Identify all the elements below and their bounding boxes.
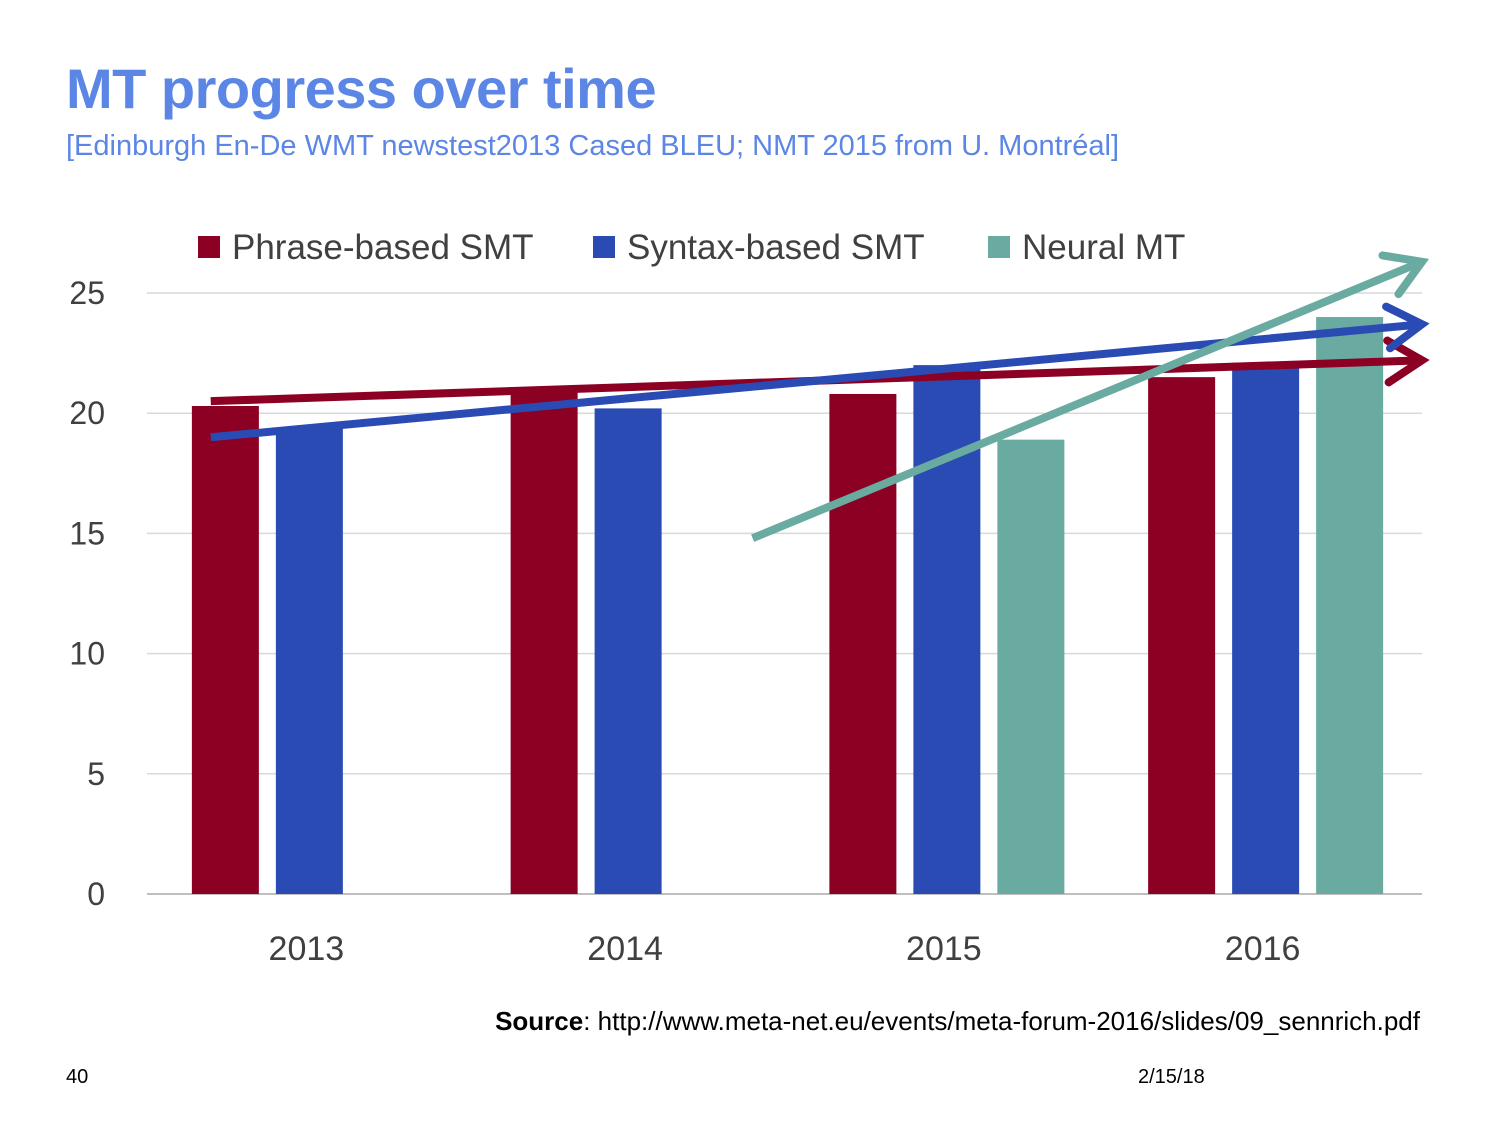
bar-neural-mt-2015 xyxy=(997,439,1065,894)
page-number: 40 xyxy=(66,1066,89,1088)
y-tick-label: 20 xyxy=(69,395,105,431)
slide-title: MT progress over time xyxy=(66,57,657,120)
axis-layer: 0 5 10 15 20 25 2013 2014 2015 2016 xyxy=(69,275,1300,968)
y-tick-label: 5 xyxy=(87,756,105,792)
trend-arrows xyxy=(210,251,1430,542)
legend-swatch xyxy=(988,236,1010,258)
source-line: Source: http://www.meta-net.eu/events/me… xyxy=(495,1006,1420,1037)
bars-layer xyxy=(191,317,1384,894)
bar-neural-mt-2016 xyxy=(1316,317,1384,894)
legend-label: Phrase-based SMT xyxy=(232,228,534,267)
y-tick-label: 0 xyxy=(87,876,105,912)
bar-phrase-based-smt-2013 xyxy=(191,405,259,894)
bar-syntax-based-smt-2014 xyxy=(594,408,662,894)
legend-swatch xyxy=(593,236,615,258)
legend-label: Syntax-based SMT xyxy=(627,228,925,267)
bar-syntax-based-smt-2013 xyxy=(275,427,343,894)
slide-date: 2/15/18 xyxy=(1138,1066,1205,1088)
bar-syntax-based-smt-2015 xyxy=(913,365,981,894)
bar-phrase-based-smt-2015 xyxy=(829,393,897,894)
legend-label: Neural MT xyxy=(1022,228,1185,267)
x-tick-label: 2014 xyxy=(587,930,663,968)
x-tick-label: 2013 xyxy=(269,930,345,968)
trend-arrowhead-neural-mt xyxy=(1378,251,1430,299)
trend-arrowhead-phrase-based-smt xyxy=(1383,336,1430,387)
y-tick-label: 15 xyxy=(69,515,105,551)
legend-swatch xyxy=(198,236,220,258)
y-tick-label: 25 xyxy=(69,275,105,311)
bar-phrase-based-smt-2014 xyxy=(510,391,578,894)
x-tick-label: 2015 xyxy=(906,930,982,968)
x-tick-label: 2016 xyxy=(1225,930,1301,968)
trend-arrow-neural-mt xyxy=(751,259,1420,542)
y-tick-label: 10 xyxy=(69,636,105,672)
chart-legend: Phrase-based SMT Syntax-based SMT Neural M… xyxy=(198,228,1185,267)
bar-syntax-based-smt-2016 xyxy=(1232,362,1300,894)
source-url: : http://www.meta-net.eu/events/meta-for… xyxy=(583,1006,1420,1036)
trend-arrowhead-syntax-based-smt xyxy=(1382,302,1430,353)
slide-subtitle: [Edinburgh En-De WMT newstest2013 Cased … xyxy=(66,130,1120,162)
bar-phrase-based-smt-2016 xyxy=(1148,377,1216,894)
source-label: Source xyxy=(495,1006,584,1036)
